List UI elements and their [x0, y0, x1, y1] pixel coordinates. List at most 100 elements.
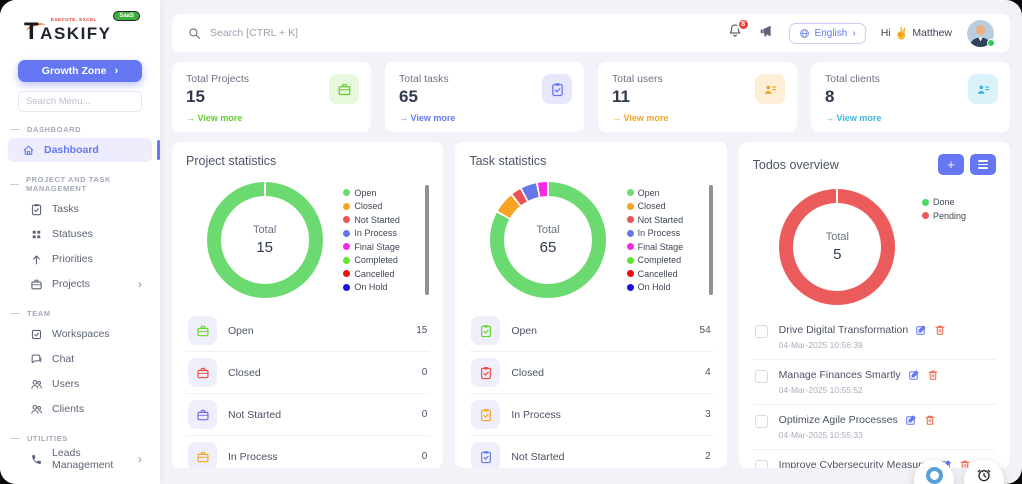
chat-icon	[30, 353, 43, 366]
user-card-icon	[755, 74, 785, 104]
sidebar-item-workspaces[interactable]: Workspaces	[8, 322, 152, 346]
stat-value: 8	[825, 87, 835, 106]
sidebar-item-label: Clients	[52, 403, 85, 415]
view-more-link[interactable]: → View more	[186, 113, 243, 123]
sidebar-item-chat[interactable]: Chat	[8, 347, 152, 371]
legend-dot	[922, 198, 929, 206]
legend-dot	[343, 243, 351, 251]
add-todo-button[interactable]: +	[938, 154, 964, 175]
user-avatar[interactable]	[967, 19, 995, 47]
legend-dot	[626, 229, 634, 237]
project-statistics-card: Project statistics Total 15 Open Clos	[172, 142, 444, 468]
language-selector[interactable]: English ›	[788, 22, 866, 44]
sidebar-item-label: Tasks	[52, 203, 79, 215]
main-content: 8 English › Hi ✌ Matthew	[160, 0, 1022, 484]
task-statistics-donut-chart: Total 65	[489, 182, 606, 298]
announcements-button[interactable]	[758, 23, 774, 44]
notifications-button[interactable]: 8	[727, 17, 750, 44]
chart-legend: Open Closed Not Started In Process Final…	[626, 188, 701, 292]
todo-timestamp: 04-Mar-2025 10:56:39	[778, 340, 863, 350]
legend-dot	[626, 270, 634, 278]
edit-icon[interactable]	[908, 369, 920, 381]
user-card-icon	[968, 74, 998, 104]
legend-dot	[343, 202, 351, 210]
card-title: Project statistics	[186, 154, 277, 168]
sidebar-item-label: Workspaces	[52, 328, 110, 340]
clipboard-icon	[471, 442, 501, 468]
section-label-utilities: UTILITIES	[10, 434, 160, 443]
clipboard-icon	[471, 400, 501, 429]
chevron-right-icon: ›	[852, 27, 856, 39]
sidebar: TASKIFY EXECUTE, EXCEL SaaS Growth Zone …	[0, 0, 160, 484]
todos-donut-chart: Total 5	[779, 189, 896, 305]
legend-scrollbar[interactable]	[708, 185, 713, 295]
stat-value: 15	[186, 87, 205, 106]
edit-icon[interactable]	[905, 414, 917, 426]
legend-dot	[343, 229, 351, 237]
menu-search-input[interactable]	[18, 91, 142, 112]
sidebar-item-label: Chat	[52, 353, 75, 365]
growth-zone-button[interactable]: Growth Zone ›	[18, 60, 142, 82]
list-item: Open 54	[469, 310, 712, 351]
avatar-image	[967, 19, 994, 47]
global-search	[188, 27, 727, 40]
users-icon	[30, 378, 43, 391]
view-more-link[interactable]: → View more	[825, 113, 882, 123]
online-status-dot	[987, 38, 995, 47]
list-item: Closed 4	[469, 351, 713, 393]
briefcase-icon	[188, 358, 217, 387]
sidebar-item-leads-management[interactable]: Leads Management ›	[8, 447, 152, 471]
edit-icon[interactable]	[915, 324, 927, 336]
globe-icon	[799, 28, 810, 39]
waving-hand-icon: ✌	[894, 27, 909, 40]
trash-icon[interactable]	[934, 324, 946, 336]
todo-checkbox[interactable]	[754, 460, 768, 468]
briefcase-icon	[329, 74, 359, 104]
list-item: Open 15	[186, 310, 429, 351]
view-more-link[interactable]: → View more	[399, 113, 456, 123]
floating-reminder-button[interactable]	[964, 460, 1004, 484]
todo-checkbox[interactable]	[754, 325, 768, 338]
section-label-team: TEAM	[10, 309, 160, 318]
trash-icon[interactable]	[924, 414, 936, 426]
sidebar-item-users[interactable]: Users	[8, 372, 152, 396]
list-item: Closed 0	[186, 351, 430, 393]
sidebar-item-projects[interactable]: Projects ›	[8, 272, 152, 296]
todo-item: Optimize Agile Processes 04-Mar-2025 10:…	[752, 404, 996, 449]
charts-row: Project statistics Total 15 Open Clos	[172, 142, 1010, 468]
topbar-actions: 8 English › Hi ✌ Matthew	[727, 17, 995, 47]
stat-label: Total clients	[825, 73, 880, 85]
list-item: In Process 3	[469, 393, 713, 435]
section-label-dashboard: DASHBOARD	[10, 125, 160, 134]
trash-icon[interactable]	[927, 369, 939, 381]
floating-chat-button[interactable]	[914, 460, 954, 484]
briefcase-icon	[188, 316, 217, 345]
todo-checkbox[interactable]	[754, 415, 768, 428]
growth-zone-label: Growth Zone	[41, 65, 107, 77]
chevron-right-icon: ›	[138, 452, 142, 466]
user-name: Matthew	[912, 27, 952, 39]
sidebar-item-clients[interactable]: Clients	[8, 397, 152, 421]
alarm-clock-icon	[976, 467, 992, 483]
sidebar-item-dashboard[interactable]: Dashboard	[8, 138, 160, 162]
donut-center-value: 5	[833, 246, 842, 263]
stat-label: Total users	[612, 73, 663, 85]
sidebar-item-tasks[interactable]: Tasks	[8, 197, 152, 221]
view-more-link[interactable]: → View more	[612, 113, 669, 123]
clipboard-icon	[542, 74, 572, 104]
legend-scrollbar[interactable]	[425, 185, 430, 295]
stat-value: 65	[399, 87, 418, 106]
global-search-input[interactable]	[210, 27, 510, 39]
total-users-card: Total users 11 → View more	[598, 62, 797, 132]
app-logo[interactable]: TASKIFY EXECUTE, EXCEL SaaS	[24, 11, 140, 46]
clipboard-icon	[471, 316, 501, 345]
todo-checkbox[interactable]	[754, 370, 768, 383]
donut-center-value: 65	[539, 239, 557, 256]
sidebar-item-priorities[interactable]: Priorities	[8, 247, 152, 271]
search-icon	[188, 27, 201, 40]
sidebar-item-statuses[interactable]: Statuses	[8, 222, 152, 246]
todo-list-view-button[interactable]	[970, 154, 996, 175]
briefcase-icon	[30, 278, 43, 291]
total-projects-card: Total Projects 15 → View more	[172, 62, 371, 132]
